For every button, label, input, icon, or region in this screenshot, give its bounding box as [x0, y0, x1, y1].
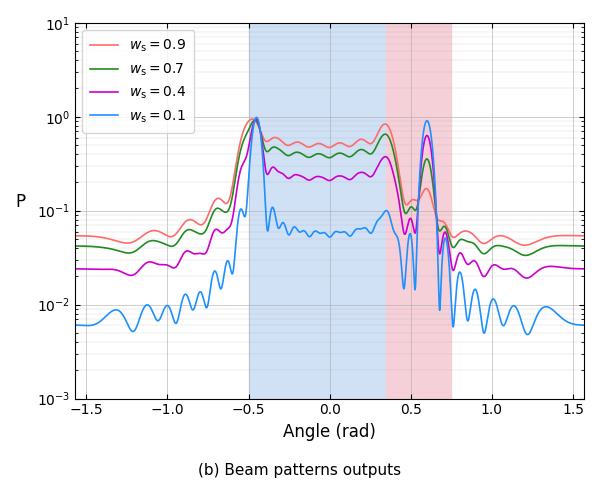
Line: $w_\mathrm{s} = 0.4$: $w_\mathrm{s} = 0.4$	[75, 119, 584, 278]
$w_\mathrm{s} = 0.1$	[395, 240, 403, 245]
$w_\mathrm{s} = 0.7$	[97, 244, 104, 250]
$w_\mathrm{s} = 0.7$	[395, 176, 403, 182]
$w_\mathrm{s} = 0.9$	[373, 133, 380, 139]
$w_\mathrm{s} = 0.7$	[251, 117, 259, 123]
Legend: $w_\mathrm{s} = 0.9$, $w_\mathrm{s} = 0.7$, $w_\mathrm{s} = 0.4$, $w_\mathrm{s} : $w_\mathrm{s} = 0.9$, $w_\mathrm{s} = 0.…	[82, 30, 194, 133]
$w_\mathrm{s} = 0.9$	[581, 233, 588, 239]
$w_\mathrm{s} = 0.1$	[253, 114, 260, 120]
$w_\mathrm{s} = 0.4$	[256, 124, 263, 130]
$w_\mathrm{s} = 0.1$	[449, 323, 457, 328]
$w_\mathrm{s} = 0.9$	[97, 234, 104, 240]
$w_\mathrm{s} = 0.9$	[449, 234, 457, 240]
$w_\mathrm{s} = 0.9$	[256, 126, 263, 132]
Line: $w_\mathrm{s} = 0.1$: $w_\mathrm{s} = 0.1$	[75, 117, 584, 335]
$w_\mathrm{s} = 0.1$	[256, 123, 263, 129]
Y-axis label: P: P	[15, 192, 25, 211]
$w_\mathrm{s} = 0.9$	[395, 167, 403, 172]
$w_\mathrm{s} = 0.4$	[71, 266, 79, 272]
Text: (b) Beam patterns outputs: (b) Beam patterns outputs	[199, 463, 401, 478]
$w_\mathrm{s} = 0.4$	[373, 166, 380, 171]
$w_\mathrm{s} = 0.9$	[248, 116, 256, 122]
$w_\mathrm{s} = 0.4$	[523, 275, 530, 281]
$w_\mathrm{s} = 0.7$	[71, 243, 79, 249]
$w_\mathrm{s} = 0.7$	[373, 144, 380, 149]
$w_\mathrm{s} = 0.1$	[71, 322, 79, 328]
$w_\mathrm{s} = 0.1$	[97, 318, 104, 324]
Bar	[248, 0, 386, 480]
$w_\mathrm{s} = 0.7$	[581, 243, 588, 249]
$w_\mathrm{s} = 0.9$	[71, 233, 79, 239]
$w_\mathrm{s} = 0.7$	[476, 248, 484, 254]
$w_\mathrm{s} = 0.4$	[253, 116, 260, 122]
$w_\mathrm{s} = 0.4$	[581, 266, 588, 272]
$w_\mathrm{s} = 0.4$	[395, 197, 403, 203]
$w_\mathrm{s} = 0.4$	[449, 267, 457, 273]
Line: $w_\mathrm{s} = 0.7$: $w_\mathrm{s} = 0.7$	[75, 120, 584, 255]
$w_\mathrm{s} = 0.7$	[256, 125, 263, 131]
Bar	[386, 0, 451, 480]
$w_\mathrm{s} = 0.4$	[476, 267, 484, 273]
$w_\mathrm{s} = 0.9$	[521, 242, 529, 248]
$w_\mathrm{s} = 0.9$	[476, 239, 484, 244]
$w_\mathrm{s} = 0.7$	[522, 252, 529, 258]
$w_\mathrm{s} = 0.1$	[476, 307, 484, 312]
$w_\mathrm{s} = 0.1$	[581, 322, 588, 328]
X-axis label: Angle (rad): Angle (rad)	[283, 423, 376, 441]
$w_\mathrm{s} = 0.1$	[524, 332, 531, 337]
$w_\mathrm{s} = 0.1$	[373, 219, 380, 225]
$w_\mathrm{s} = 0.4$	[97, 266, 104, 272]
Line: $w_\mathrm{s} = 0.9$: $w_\mathrm{s} = 0.9$	[75, 119, 584, 245]
$w_\mathrm{s} = 0.7$	[449, 244, 457, 250]
